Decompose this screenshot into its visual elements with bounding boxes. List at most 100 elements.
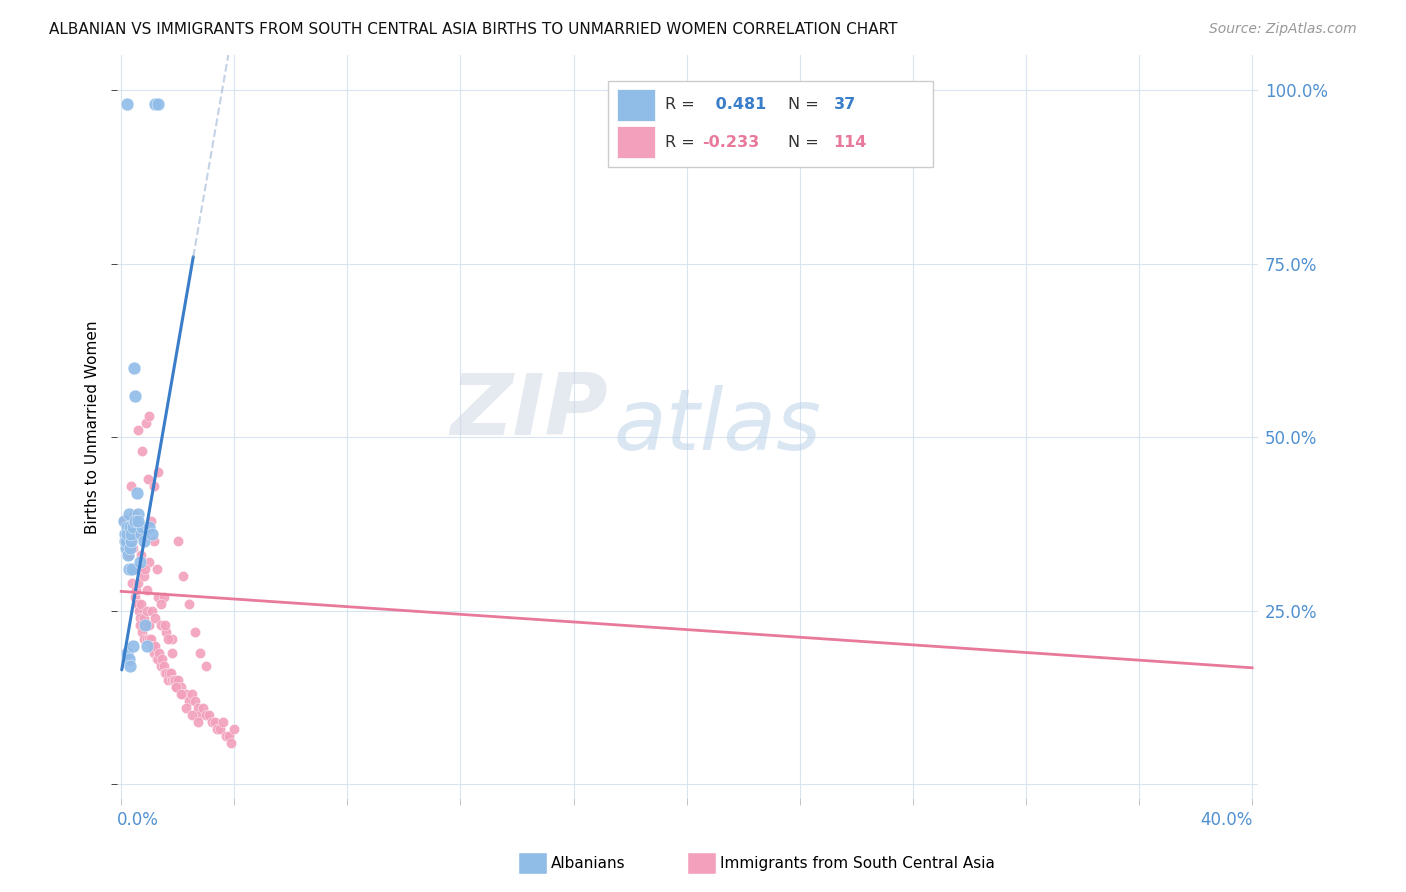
Point [128,604,150,618]
Point [128,611,150,625]
Text: atlas: atlas [613,385,821,468]
Point [129,527,152,541]
Point [134,617,156,632]
Point [172,687,194,701]
Point [114,541,136,556]
Point [127,507,149,521]
Point [117,520,139,534]
Point [124,514,146,528]
Point [138,520,160,534]
Point [127,423,149,437]
Point [118,520,141,534]
Point [121,576,143,591]
Point [125,527,148,541]
Point [169,680,191,694]
Point [177,694,200,708]
Point [120,479,142,493]
Point [120,541,142,556]
Point [174,701,197,715]
Point [128,562,150,576]
Point [142,479,165,493]
Point [124,388,146,402]
Point [114,534,136,549]
Point [139,632,162,646]
Point [115,96,138,111]
Point [165,680,187,694]
Point [138,632,160,646]
Point [187,714,209,729]
Text: 40.0%: 40.0% [1199,811,1253,829]
Point [174,687,197,701]
Point [138,555,160,569]
Point [131,520,153,534]
Text: 114: 114 [834,135,866,150]
Point [204,714,226,729]
Text: R =: R = [665,97,699,112]
Text: Albanians: Albanians [551,856,626,871]
Point [122,541,145,556]
Point [172,569,194,583]
Point [142,639,165,653]
Point [115,534,138,549]
FancyBboxPatch shape [617,89,655,120]
Point [183,624,205,639]
Point [125,597,148,611]
Text: N =: N = [787,97,824,112]
Point [125,514,148,528]
Point [198,708,221,723]
Point [132,534,155,549]
Point [118,541,141,556]
Text: ZIP: ZIP [450,370,607,453]
Point [142,646,165,660]
Point [135,582,157,597]
Point [190,646,212,660]
Point [201,714,224,729]
Point [146,590,169,604]
Point [142,534,165,549]
Point [166,673,188,688]
Point [139,514,162,528]
Point [207,722,229,736]
Text: 37: 37 [834,97,856,112]
Point [122,507,145,521]
Point [112,514,135,528]
Point [149,597,172,611]
Point [149,659,172,673]
Point [136,472,159,486]
Point [118,659,141,673]
Point [209,722,232,736]
Point [135,632,157,646]
Point [138,409,160,424]
Point [221,736,243,750]
Point [117,527,139,541]
Point [143,96,166,111]
Text: -0.233: -0.233 [702,135,759,150]
Point [134,632,156,646]
Point [157,666,180,681]
Point [149,617,172,632]
Point [183,694,205,708]
Text: Source: ZipAtlas.com: Source: ZipAtlas.com [1209,22,1357,37]
Point [124,590,146,604]
Point [190,708,212,723]
Point [131,624,153,639]
Point [118,652,141,666]
Point [177,597,200,611]
Point [121,639,143,653]
Point [134,562,156,576]
Point [159,666,181,681]
Point [122,562,145,576]
Point [143,611,166,625]
Point [127,576,149,591]
Point [153,617,176,632]
Point [166,534,188,549]
Point [148,646,170,660]
Point [150,652,173,666]
Point [118,548,141,562]
Point [160,646,183,660]
Point [146,652,169,666]
Point [153,666,176,681]
Point [129,617,152,632]
Point [145,562,167,576]
Point [152,659,174,673]
